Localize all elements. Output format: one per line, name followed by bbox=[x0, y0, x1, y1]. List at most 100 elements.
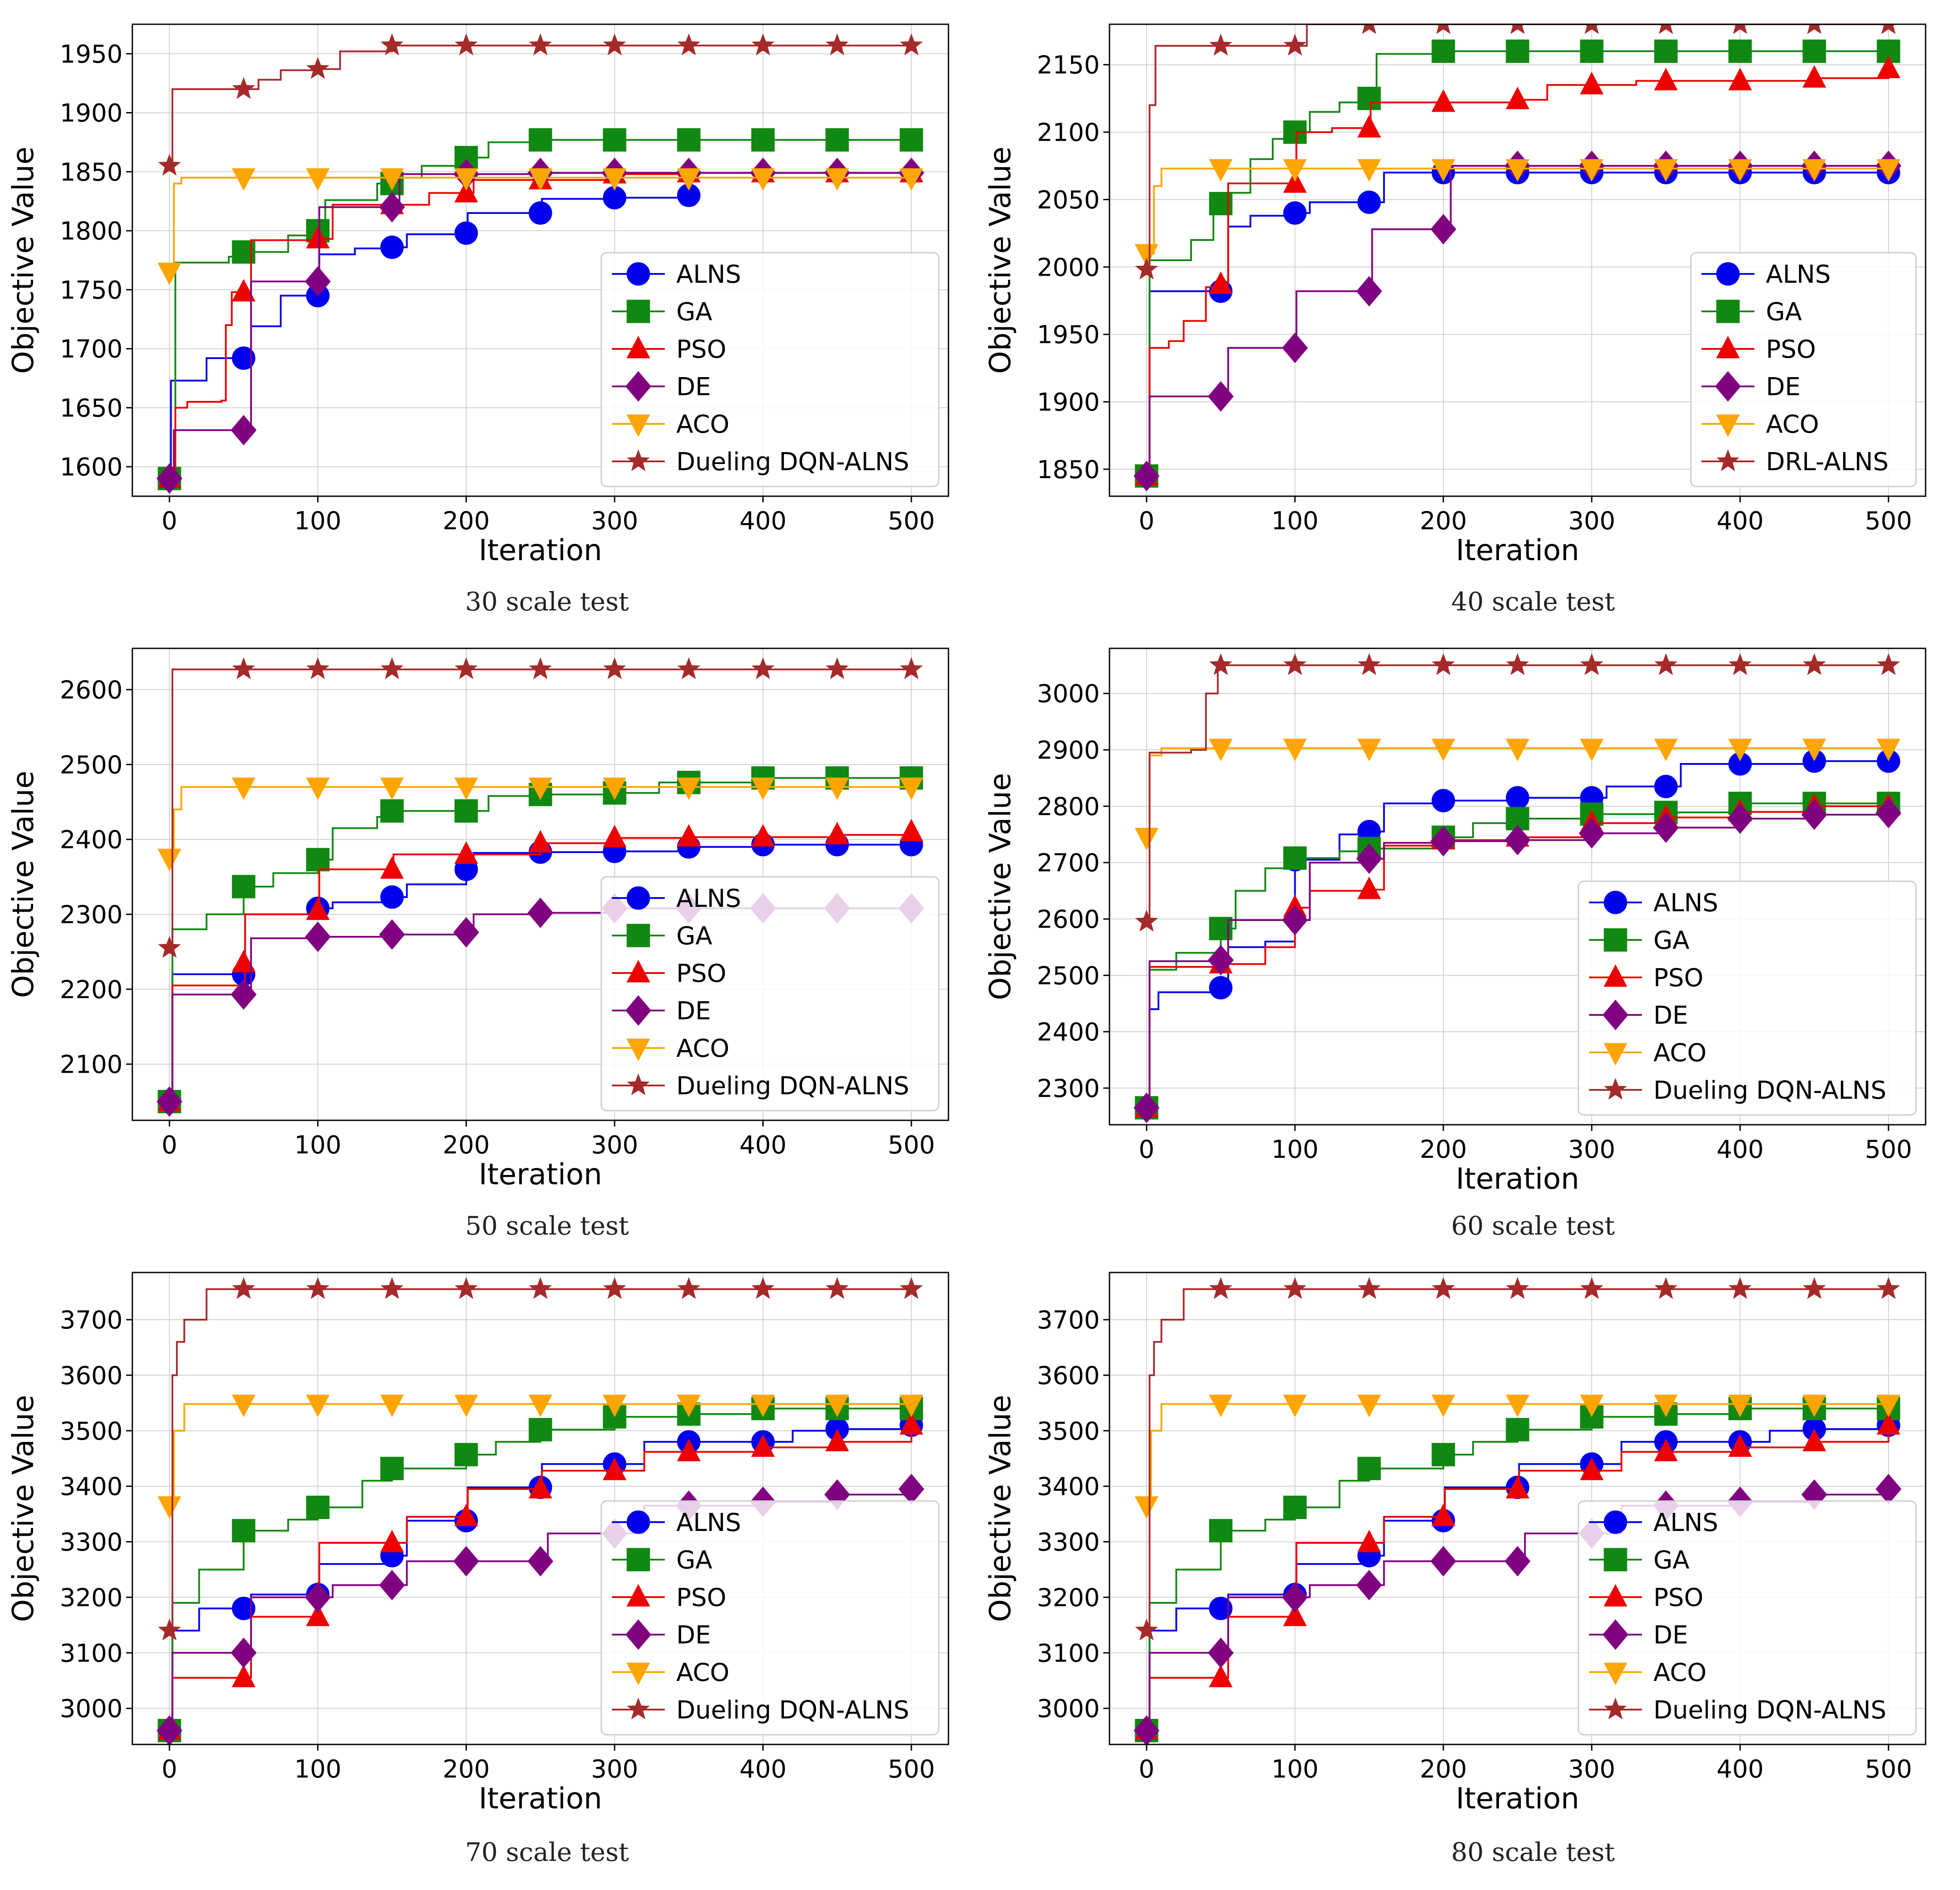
data-point-de bbox=[1133, 460, 1160, 491]
data-point-dueling-dqn-alns bbox=[603, 1277, 626, 1299]
series-line-pso bbox=[1147, 805, 1889, 1109]
data-point-pso bbox=[232, 950, 256, 973]
data-point-drl-alns bbox=[1659, 24, 1673, 34]
legend-label: DE bbox=[1766, 373, 1801, 401]
y-tick-label: 2100 bbox=[60, 1051, 123, 1079]
data-point-pso bbox=[1431, 1504, 1455, 1527]
y-tick-label: 2700 bbox=[1037, 849, 1100, 878]
data-point-pso bbox=[1654, 1438, 1678, 1461]
legend-marker-dueling-dqn-alns bbox=[626, 1073, 650, 1096]
data-point-ga bbox=[1357, 86, 1381, 110]
x-tick-label: 200 bbox=[442, 507, 490, 535]
legend-label: DE bbox=[676, 997, 711, 1025]
legend-marker-ga bbox=[1604, 928, 1627, 952]
data-point-pso bbox=[232, 279, 256, 302]
data-point-aco bbox=[1580, 738, 1604, 761]
legend-marker-ga bbox=[626, 1548, 650, 1572]
data-point-ga bbox=[751, 128, 775, 152]
data-point-aco bbox=[380, 168, 404, 191]
legend-label: PSO bbox=[676, 959, 726, 988]
legend-marker-dueling-dqn-alns bbox=[626, 449, 650, 472]
y-tick-label: 3600 bbox=[60, 1362, 123, 1390]
data-point-pso bbox=[751, 1434, 775, 1457]
data-point-aco bbox=[1431, 738, 1455, 761]
data-point-ga bbox=[232, 1519, 255, 1542]
data-point-pso bbox=[825, 1429, 849, 1452]
chart-2: 0 100 200 300 400 500 1850 1900 1950 2000 2050 2100… bbox=[983, 23, 1926, 567]
x-axis-label: Iteration bbox=[1456, 1162, 1579, 1196]
legend-marker-ga bbox=[1604, 1548, 1627, 1572]
legend-item-alns: ALNS bbox=[1701, 260, 1831, 289]
series-dueling-dqn-alns bbox=[158, 33, 923, 176]
data-point-pso bbox=[1283, 170, 1307, 193]
legend-item-alns: ALNS bbox=[1589, 1508, 1718, 1537]
x-axis-label: Iteration bbox=[479, 533, 602, 567]
x-tick-label: 300 bbox=[591, 507, 638, 535]
panel-caption-40-scale: 40 scale test bbox=[1451, 587, 1615, 617]
x-tick-label: 300 bbox=[1568, 1135, 1615, 1164]
data-point-dueling-dqn-alns bbox=[899, 33, 923, 56]
x-tick-label: 200 bbox=[1420, 1755, 1467, 1784]
series-aco bbox=[157, 168, 923, 285]
data-point-de bbox=[305, 921, 331, 952]
data-point-dueling-dqn-alns bbox=[751, 1277, 775, 1299]
x-tick-label: 400 bbox=[1716, 1755, 1764, 1784]
data-point-aco bbox=[528, 168, 552, 191]
data-point-aco bbox=[677, 168, 701, 191]
plot-area bbox=[1133, 653, 1902, 1123]
data-point-dueling-dqn-alns bbox=[454, 657, 478, 679]
legend-marker-pso bbox=[1716, 336, 1740, 359]
data-point-aco bbox=[1654, 1395, 1678, 1418]
y-tick-label: 2500 bbox=[1037, 962, 1100, 990]
legend-item-alns: ALNS bbox=[1589, 889, 1718, 917]
data-point-dueling-dqn-alns bbox=[1580, 1277, 1604, 1299]
x-tick-label: 500 bbox=[1865, 1755, 1912, 1784]
data-point-de bbox=[1801, 799, 1827, 830]
data-point-dueling-dqn-alns bbox=[1580, 653, 1604, 675]
data-point-alns bbox=[380, 885, 404, 909]
y-tick-label: 3400 bbox=[60, 1473, 123, 1501]
data-point-de bbox=[1727, 803, 1753, 834]
legend-box bbox=[1578, 880, 1917, 1116]
legend-label: GA bbox=[1766, 298, 1802, 326]
data-point-pso bbox=[454, 180, 478, 202]
plot-frame bbox=[131, 23, 949, 497]
legend-label: DE bbox=[1653, 1001, 1688, 1030]
legend-marker-ga bbox=[626, 924, 650, 947]
legend-item-de: DE bbox=[612, 371, 711, 402]
data-point-alns bbox=[1209, 1597, 1233, 1621]
data-point-pso bbox=[1580, 71, 1604, 94]
data-point-drl-alns bbox=[1585, 24, 1599, 34]
data-point-aco bbox=[1877, 738, 1900, 761]
x-tick-label: 100 bbox=[1271, 1755, 1319, 1784]
legend-item-de: DE bbox=[1701, 371, 1801, 402]
legend-label: ALNS bbox=[1766, 260, 1831, 289]
data-point-dueling-dqn-alns bbox=[1654, 1277, 1678, 1299]
data-point-alns bbox=[1654, 775, 1678, 798]
legend-marker-alns bbox=[1604, 891, 1627, 914]
series-aco bbox=[1135, 1395, 1900, 1519]
data-point-de bbox=[453, 1546, 480, 1577]
y-axis-label: Objective Value bbox=[6, 771, 40, 998]
data-point-ga bbox=[1283, 846, 1307, 870]
legend-item-dueling-dqn-alns: Dueling DQN-ALNS bbox=[1589, 1076, 1886, 1105]
data-point-dueling-dqn-alns bbox=[1654, 653, 1678, 675]
x-tick-label: 100 bbox=[294, 1131, 341, 1160]
y-tick-label: 3300 bbox=[60, 1528, 123, 1557]
data-point-pso bbox=[1357, 876, 1381, 899]
y-tick-label: 2100 bbox=[1037, 119, 1100, 147]
x-tick-label: 300 bbox=[591, 1131, 638, 1160]
y-tick-label: 2300 bbox=[1037, 1074, 1100, 1103]
legend-label: Dueling DQN-ALNS bbox=[676, 1072, 909, 1100]
data-point-drl-alns bbox=[1807, 24, 1821, 34]
data-point-pso bbox=[1357, 1530, 1381, 1553]
x-tick-label: 0 bbox=[1139, 1755, 1154, 1784]
data-point-aco bbox=[1283, 159, 1307, 182]
data-point-de bbox=[231, 415, 257, 445]
data-point-de bbox=[1208, 1637, 1234, 1668]
data-point-aco bbox=[454, 1395, 478, 1418]
data-point-de bbox=[1653, 812, 1679, 843]
y-tick-label: 2050 bbox=[1037, 186, 1100, 214]
data-point-dueling-dqn-alns bbox=[751, 657, 775, 679]
y-tick-label: 3400 bbox=[1037, 1473, 1100, 1501]
